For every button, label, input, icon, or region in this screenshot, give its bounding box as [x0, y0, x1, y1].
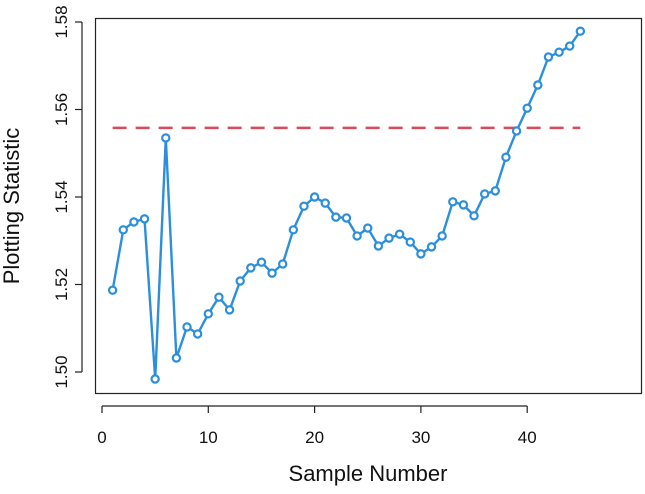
- data-point-marker: [182, 322, 192, 332]
- data-point-marker: [341, 213, 352, 223]
- x-tick-label: 10: [199, 428, 218, 447]
- data-point-marker: [501, 152, 511, 162]
- x-axis: 0 10 20 30 40: [97, 405, 537, 447]
- data-point-marker: [256, 257, 267, 267]
- data-point-marker: [458, 200, 469, 210]
- data-point-marker: [246, 263, 256, 273]
- data-point-marker: [320, 198, 330, 208]
- data-point-marker: [235, 276, 245, 286]
- x-axis-title: Sample Number: [289, 461, 448, 486]
- data-point-marker: [203, 309, 213, 319]
- data-series: [107, 26, 586, 384]
- data-point-marker: [394, 229, 405, 239]
- data-point-marker: [565, 41, 575, 51]
- data-point-marker: [533, 80, 543, 90]
- data-point-marker: [171, 353, 182, 363]
- data-point-marker: [299, 201, 309, 211]
- x-tick-label: 30: [411, 428, 430, 447]
- data-point-marker: [490, 186, 501, 196]
- data-point-marker: [416, 249, 426, 259]
- y-tick-label: 1.52: [52, 268, 71, 301]
- data-point-marker: [363, 223, 373, 233]
- y-axis-title: Plotting Statistic: [0, 128, 24, 285]
- data-point-marker: [448, 197, 458, 207]
- data-point-marker: [511, 126, 522, 136]
- data-point-marker: [543, 52, 554, 62]
- y-tick-label: 1.50: [52, 355, 71, 388]
- y-tick-label: 1.54: [52, 180, 71, 213]
- x-tick-label: 20: [305, 428, 324, 447]
- data-point-marker: [214, 292, 224, 302]
- data-point-marker: [150, 374, 160, 384]
- data-point-marker: [384, 233, 394, 243]
- y-tick-label: 1.58: [52, 5, 71, 38]
- data-point-marker: [405, 237, 415, 247]
- data-point-marker: [107, 285, 118, 295]
- data-point-marker: [373, 241, 384, 251]
- data-point-marker: [267, 268, 277, 278]
- data-point-marker: [118, 225, 128, 235]
- y-tick-label: 1.56: [52, 93, 71, 126]
- data-point-marker: [288, 225, 299, 235]
- data-point-marker: [139, 214, 150, 224]
- x-tick-label: 40: [518, 428, 537, 447]
- data-point-marker: [469, 211, 479, 221]
- data-point-marker: [161, 133, 171, 143]
- data-point-marker: [352, 231, 362, 241]
- x-tick-label: 0: [97, 428, 106, 447]
- data-point-marker: [426, 242, 437, 252]
- data-point-marker: [331, 212, 341, 222]
- data-point-marker: [278, 259, 288, 269]
- data-point-marker: [309, 192, 320, 202]
- data-point-marker: [437, 231, 447, 241]
- data-point-marker: [575, 26, 586, 36]
- data-point-marker: [129, 217, 139, 227]
- data-point-marker: [479, 189, 490, 199]
- data-point-marker: [192, 329, 203, 339]
- data-point-marker: [522, 103, 532, 113]
- y-axis: 1.50 1.52 1.54 1.56 1.58: [52, 5, 83, 389]
- data-point-marker: [554, 47, 564, 57]
- plot-area-frame: [94, 17, 643, 395]
- data-point-marker: [224, 305, 235, 315]
